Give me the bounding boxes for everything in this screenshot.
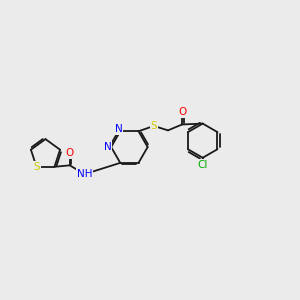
Text: N: N [104, 142, 112, 152]
Text: Cl: Cl [197, 160, 208, 170]
Text: S: S [151, 121, 157, 131]
Text: O: O [178, 107, 186, 117]
Text: NH: NH [77, 169, 92, 179]
Text: O: O [66, 148, 74, 158]
Text: N: N [115, 124, 123, 134]
Text: S: S [33, 162, 40, 172]
